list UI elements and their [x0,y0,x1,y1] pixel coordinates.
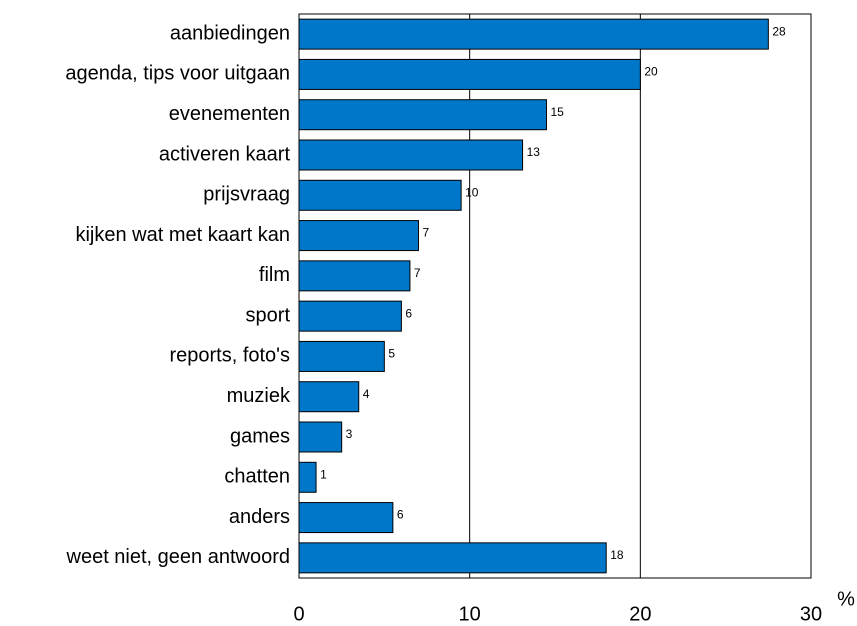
value-label: 4 [363,387,370,401]
y-tick-label: aanbiedingen [170,22,290,44]
bar [298,139,524,171]
value-label: 15 [550,105,564,119]
y-tick-label: sport [246,304,291,326]
bar [298,220,419,252]
y-tick-label: weet niet, geen antwoord [66,546,291,568]
value-label: 7 [422,226,429,240]
bar [298,542,607,574]
plot-frame [298,13,812,579]
x-tick-label: 20 [629,603,651,625]
x-tick-label: 10 [459,603,481,625]
bar [298,18,769,50]
y-tick-label: reports, foto's [169,345,290,367]
y-tick-label: muziek [227,385,291,407]
bar [298,260,411,292]
value-label: 13 [527,145,541,159]
value-label: 7 [414,266,421,280]
bar [298,99,547,131]
bar [298,340,385,372]
bar [298,502,394,534]
y-tick-label: kijken wat met kaart kan [75,224,290,246]
value-label: 1 [320,467,327,481]
bar [298,461,317,493]
x-axis-label: % [837,588,855,610]
value-label: 6 [405,306,412,320]
value-label: 5 [388,347,395,361]
y-tick-label: anders [229,506,290,528]
y-tick-label: film [259,264,290,286]
value-label: 28 [772,24,786,38]
y-tick-label: chatten [224,466,290,488]
value-label: 6 [397,508,404,522]
bar [298,300,402,332]
bar [298,179,462,211]
y-tick-label: prijsvraag [203,184,290,206]
value-label: 3 [346,427,353,441]
bar [298,58,641,90]
value-label: 18 [610,548,624,562]
bar [298,381,360,413]
y-tick-label: activeren kaart [159,143,291,165]
value-label: 10 [465,185,479,199]
x-tick-label: 30 [800,603,822,625]
y-tick-label: agenda, tips voor uitgaan [65,63,290,85]
x-tick-label: 0 [293,603,304,625]
y-tick-label: games [230,425,290,447]
y-tick-label: evenementen [169,103,290,125]
bar [298,421,343,453]
value-label: 20 [644,65,658,79]
